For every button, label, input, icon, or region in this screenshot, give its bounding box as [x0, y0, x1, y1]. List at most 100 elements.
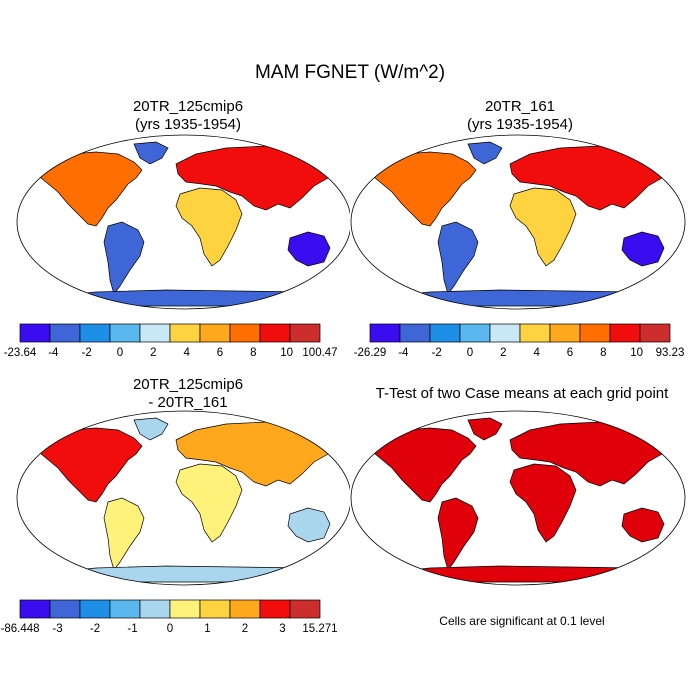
colorbar-swatch [429, 323, 461, 343]
panel3-title-line2: - 20TR_161 [148, 394, 228, 411]
colorbar-swatch [549, 323, 581, 343]
colorbar-tick-label: -2 [82, 347, 92, 359]
colorbar-swatch [609, 323, 641, 343]
map-region-australia [287, 507, 331, 543]
colorbar-swatch [19, 599, 51, 619]
panel1-colorbar: -23.64 -4 -2 0 2 4 6 8 10 100.47 [4, 323, 338, 359]
map-region-samerica [437, 221, 479, 295]
colorbar-tick-label: -86.448 [0, 623, 39, 635]
colorbar-swatch [229, 599, 261, 619]
map-region-greenland [133, 141, 169, 165]
panel2-colorbar: -26.29 -4 -2 0 2 4 6 8 10 93.23 [354, 323, 685, 359]
colorbar-tick-label: 8 [250, 347, 256, 359]
colorbar-tick-label: -3 [52, 623, 62, 635]
colorbar-tick-label: 15.271 [302, 623, 337, 635]
panel2-title-line2: (yrs 1935-1954) [467, 116, 573, 133]
colorbar-tick-label: -26.29 [354, 347, 387, 359]
colorbar-swatch [399, 323, 431, 343]
colorbar-swatch [519, 323, 551, 343]
colorbar-tick-label: 2 [150, 347, 156, 359]
significance-region-samerica [437, 497, 479, 571]
map-region-greenland [133, 417, 169, 441]
colorbar-swatch [259, 323, 291, 343]
colorbar-tick-label: -23.64 [4, 347, 37, 359]
panel3-title-line1: 20TR_125cmip6 [132, 376, 244, 393]
panel4-title: T-Test of two Case means at each grid po… [350, 385, 694, 403]
colorbar-swatch [289, 599, 321, 619]
map-region-greenland [467, 141, 503, 165]
colorbar-tick-label: 0 [117, 347, 123, 359]
colorbar-swatch [639, 323, 671, 343]
significance-region-namerica [367, 427, 477, 503]
colorbar-swatch [139, 599, 171, 619]
panel1-title-line1: 20TR_125cmip6 [132, 98, 244, 115]
map-region-samerica [103, 221, 145, 295]
colorbar-tick-label: -2 [90, 623, 100, 635]
colorbar-tick-label: 93.23 [656, 347, 685, 359]
significance-region-australia [621, 507, 665, 543]
colorbar-swatch [49, 323, 81, 343]
colorbar-tick-label: 2 [242, 623, 248, 635]
colorbar-swatch [199, 323, 231, 343]
colorbar-swatch [169, 323, 201, 343]
colorbar-tick-label: 2 [500, 347, 506, 359]
colorbar-swatch [109, 599, 141, 619]
map-region-samerica [103, 497, 145, 571]
map-region-africa [175, 187, 243, 267]
panel1-map [16, 134, 352, 310]
map-region-namerica [367, 151, 477, 227]
map-boundary [350, 410, 686, 586]
panel4-map [350, 410, 686, 586]
colorbar-tick-label: 6 [567, 347, 573, 359]
colorbar-swatch [289, 323, 321, 343]
panel3-title: 20TR_125cmip6 - 20TR_161 [18, 376, 358, 412]
panel2-title-line1: 20TR_161 [484, 98, 556, 115]
map-region-africa [175, 463, 243, 543]
map-boundary [350, 134, 686, 310]
colorbar-swatch [49, 599, 81, 619]
colorbar-tick-label: -1 [127, 623, 137, 635]
colorbar-swatch [169, 599, 201, 619]
significance-region-africa [509, 463, 577, 543]
panel4-title-line1: T-Test of two Case means at each grid po… [375, 385, 669, 402]
colorbar-tick-label: 4 [183, 347, 190, 359]
colorbar-swatch [79, 323, 111, 343]
colorbar-tick-label: 8 [600, 347, 606, 359]
colorbar-swatch [459, 323, 491, 343]
significance-region-greenland [467, 417, 503, 441]
colorbar-swatch [19, 323, 51, 343]
map-region-australia [621, 231, 665, 267]
colorbar-swatch [79, 599, 111, 619]
figure-title: MAM FGNET (W/m^2) [254, 62, 446, 83]
colorbar-tick-label: 10 [630, 347, 643, 359]
colorbar-swatch [229, 323, 261, 343]
panel3-map [16, 410, 352, 586]
panel2-title: 20TR_161 (yrs 1935-1954) [350, 98, 690, 134]
colorbar-swatch [369, 323, 401, 343]
colorbar-tick-label: -2 [432, 347, 442, 359]
colorbar-swatch [489, 323, 521, 343]
map-region-australia [287, 231, 331, 267]
colorbar-swatch [259, 599, 291, 619]
colorbar-tick-label: 100.47 [302, 347, 337, 359]
colorbar-tick-label: 1 [204, 623, 210, 635]
colorbar-tick-label: 6 [217, 347, 223, 359]
colorbar-swatch [199, 599, 231, 619]
colorbar-tick-label: 4 [533, 347, 540, 359]
colorbar-swatch [579, 323, 611, 343]
panel3-colorbar: -86.448 -3 -2 -1 0 1 2 3 15.271 [0, 599, 338, 635]
colorbar-swatch [139, 323, 171, 343]
map-region-namerica [33, 427, 143, 503]
colorbar-tick-label: 0 [167, 623, 173, 635]
panel1-title: 20TR_125cmip6 (yrs 1935-1954) [18, 98, 358, 134]
colorbar-tick-label: 0 [467, 347, 473, 359]
map-region-africa [509, 187, 577, 267]
panel1-title-line2: (yrs 1935-1954) [135, 116, 241, 133]
significance-note: Cells are significant at 0.1 level [439, 614, 605, 628]
colorbar-tick-label: 10 [280, 347, 293, 359]
colorbar-tick-label: -4 [398, 347, 409, 359]
colorbar-tick-label: -4 [48, 347, 59, 359]
colorbar-swatch [109, 323, 141, 343]
map-region-namerica [33, 151, 143, 227]
colorbar-tick-label: 3 [279, 623, 285, 635]
